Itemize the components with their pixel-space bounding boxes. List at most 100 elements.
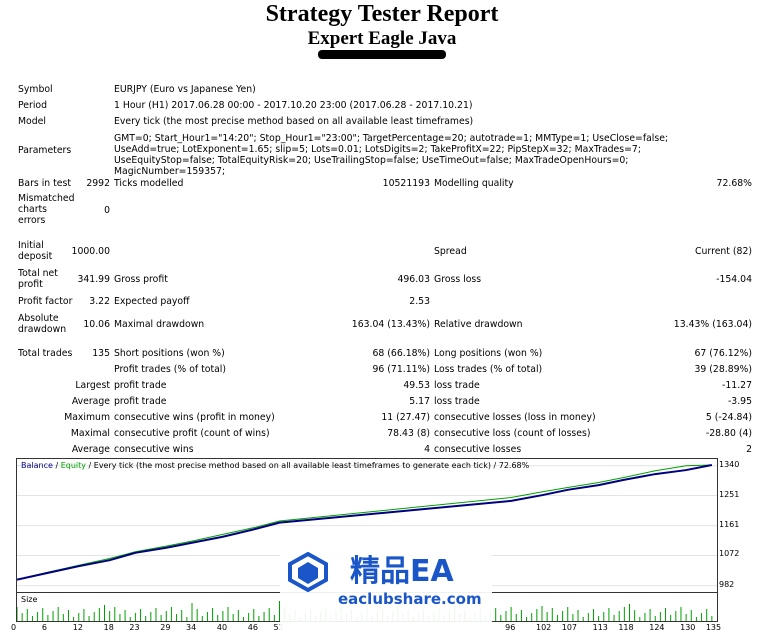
x-tick-label: 102: [536, 623, 552, 632]
legend-description: / Every tick (the most precise method ba…: [85, 461, 530, 470]
short-positions-label: Short positions (won %): [114, 348, 225, 359]
symbol-value: EURJPY (Euro vs Japanese Yen): [114, 84, 256, 95]
average-loss-value: -3.95: [727, 396, 752, 407]
average-consecutive-losses-value: 2: [746, 444, 752, 455]
y-tick-label: 1251: [719, 489, 740, 499]
ticks-label: Ticks modelled: [114, 178, 184, 189]
x-tick-label: 51: [273, 623, 284, 632]
long-positions-label: Long positions (won %): [434, 348, 543, 359]
maximal-consecutive-profit-value: 78.43 (8): [387, 428, 430, 439]
legend-equity: Equity: [60, 461, 86, 470]
x-tick-label: 46: [247, 623, 258, 632]
x-tick-label: 118: [618, 623, 634, 632]
gross-profit-label: Gross profit: [114, 274, 168, 285]
total-trades-label: Total trades: [18, 348, 73, 359]
average-consecutive-wins-value: 4: [424, 444, 430, 455]
spread-value: Current (82): [695, 246, 752, 257]
short-positions-value: 68 (66.18%): [372, 348, 431, 359]
profit-factor-label: Profit factor: [18, 296, 73, 307]
parameters-label: Parameters: [18, 145, 72, 156]
max-consecutive-losses-label: consecutive losses (loss in money): [434, 412, 596, 423]
loss-trades-value: 39 (28.89%): [694, 364, 753, 375]
net-profit-value: 341.99: [77, 274, 110, 285]
gross-loss-label: Gross loss: [434, 274, 482, 285]
x-tick-label: 34: [186, 623, 197, 632]
chart-legend: Balance / Equity / Every tick (the most …: [21, 461, 529, 471]
y-tick-label: 1161: [719, 519, 740, 529]
long-positions-value: 67 (76.12%): [694, 348, 753, 359]
spread-label: Spread: [434, 246, 467, 257]
watermark-url: eaclubshare.com: [338, 590, 482, 608]
expected-payoff-label: Expected payoff: [114, 296, 190, 307]
quality-label: Modelling quality: [434, 178, 514, 189]
relative-drawdown-label: Relative drawdown: [434, 319, 523, 330]
maximal-drawdown-label: Maximal drawdown: [114, 319, 205, 330]
size-label: Size: [21, 595, 38, 604]
x-tick-label: 40: [216, 623, 228, 632]
loss-trades-label: Loss trades (% of total): [434, 364, 543, 375]
profit-trades-value: 96 (71.11%): [372, 364, 431, 375]
bars-value: 2992: [86, 178, 110, 189]
maximal-drawdown-value: 163.04 (13.43%): [351, 319, 430, 330]
x-tick-label: 135: [705, 623, 722, 632]
period-label: Period: [18, 100, 47, 111]
balance-line: [16, 464, 713, 581]
maximum-label: Maximum: [64, 412, 110, 423]
legend-balance: Balance: [21, 461, 53, 470]
x-tick-label: 107: [561, 623, 578, 632]
gross-profit-value: 496.03: [397, 274, 430, 285]
model-label: Model: [18, 116, 46, 127]
model-value: Every tick (the most precise method base…: [114, 116, 474, 127]
maximal-consecutive-loss-label: consecutive loss (count of losses): [434, 428, 591, 439]
y-tick-label: 982: [719, 579, 735, 589]
average-profit-value: 5.17: [409, 396, 430, 407]
average-profit-label: profit trade: [114, 396, 167, 407]
average-consecutive-wins-label: consecutive wins: [114, 444, 194, 455]
redaction-bar: [318, 50, 446, 59]
max-consecutive-losses-value: 5 (-24.84): [705, 412, 752, 423]
average-label: Average: [71, 396, 110, 407]
largest-profit-label: profit trade: [114, 380, 167, 391]
deposit-label: Initial deposit: [18, 240, 53, 262]
mismatched-value: 0: [104, 205, 110, 216]
expected-payoff-value: 2.53: [409, 296, 430, 307]
mismatched-label: Mismatched charts errors: [18, 193, 75, 226]
x-tick-label: 130: [680, 623, 696, 632]
absolute-drawdown-label: Absolute drawdown: [18, 313, 67, 335]
period-value: 1 Hour (H1) 2017.06.28 00:00 - 2017.10.2…: [114, 100, 473, 111]
profit-factor-value: 3.22: [89, 296, 110, 307]
average-loss-label: loss trade: [434, 396, 480, 407]
x-tick-label: 96: [505, 623, 516, 632]
largest-profit-value: 49.53: [403, 380, 430, 391]
absolute-drawdown-value: 10.06: [83, 319, 110, 330]
legend-separator: /: [52, 461, 61, 470]
x-tick-label: 124: [649, 623, 665, 632]
total-trades-value: 135: [92, 348, 110, 359]
watermark-logo-icon: [288, 552, 328, 592]
maximal-consecutive-loss-value: -28.80 (4): [705, 428, 752, 439]
net-profit-label: Total net profit: [18, 268, 58, 290]
profit-trades-label: Profit trades (% of total): [114, 364, 227, 375]
y-tick-label: 1072: [719, 549, 740, 559]
x-tick-label: 6: [41, 623, 47, 632]
symbol-label: Symbol: [18, 84, 53, 95]
deposit-value: 1000.00: [71, 246, 110, 257]
balance-chart-svg: [16, 464, 717, 587]
max-consecutive-wins-label: consecutive wins (profit in money): [114, 412, 275, 423]
y-tick-label: 1340: [719, 459, 740, 469]
x-tick-label: 18: [103, 623, 114, 632]
maximal-consecutive-profit-label: consecutive profit (count of wins): [114, 428, 270, 439]
x-tick-label: 113: [592, 623, 608, 632]
bars-label: Bars in test: [18, 178, 71, 189]
ticks-value: 10521193: [382, 178, 430, 189]
x-tick-label: 23: [129, 623, 140, 632]
report-subtitle: Expert Eagle Java: [307, 28, 457, 49]
report-title: Strategy Tester Report: [265, 1, 499, 27]
largest-label: Largest: [75, 380, 110, 391]
equity-line: [16, 464, 712, 581]
maximal-label: Maximal: [70, 428, 110, 439]
gross-loss-value: -154.04: [716, 274, 752, 285]
average-consecutive-label: Average: [71, 444, 110, 455]
watermark: 精品EA eaclubshare.com: [280, 532, 492, 634]
largest-loss-value: -11.27: [722, 380, 752, 391]
